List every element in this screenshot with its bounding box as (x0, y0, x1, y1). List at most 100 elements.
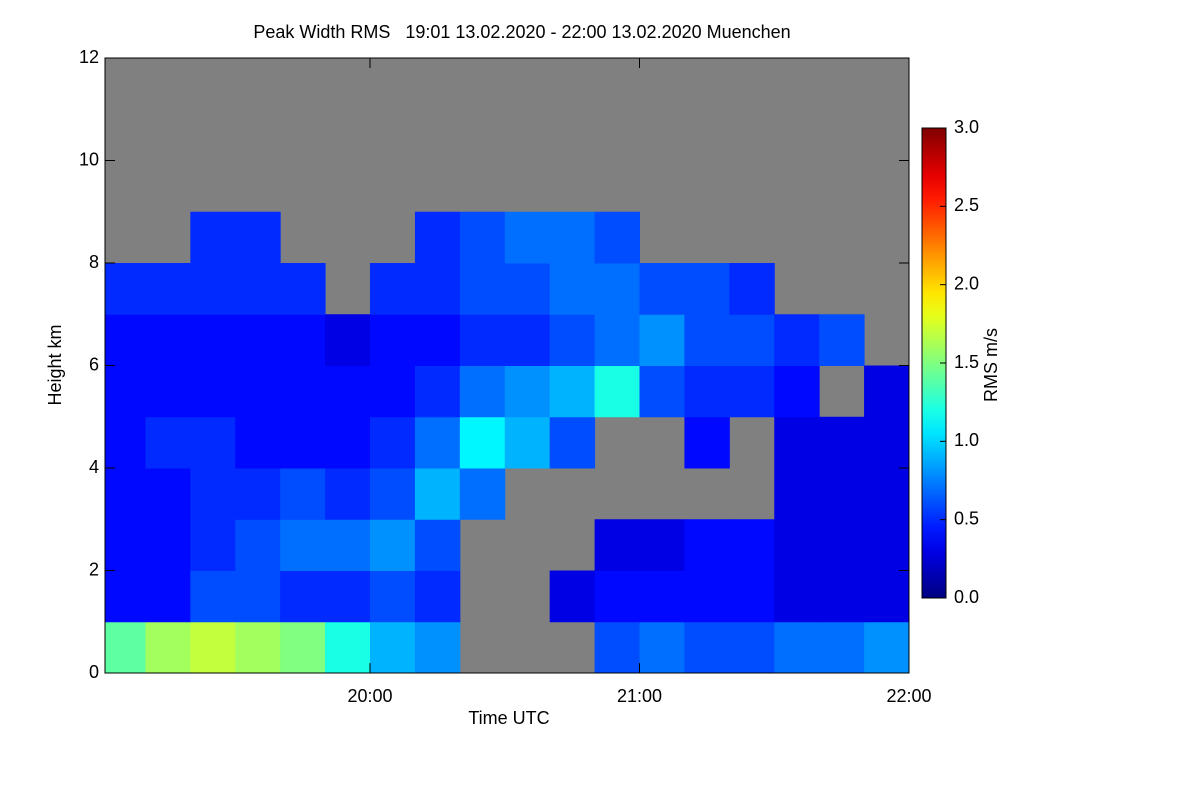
heat-cell (774, 314, 820, 366)
heat-cell (414, 211, 461, 264)
heat-cell (145, 416, 191, 469)
colorbar-tick-label: 0.0 (954, 587, 979, 607)
heat-cell (594, 365, 641, 418)
heat-cell (190, 365, 236, 418)
heat-cell (774, 468, 820, 520)
heat-cell (549, 263, 596, 315)
heat-cell (504, 263, 551, 315)
heat-cell (325, 314, 371, 366)
heat-cell (280, 468, 326, 520)
heat-cell (370, 416, 416, 469)
heat-cell (774, 365, 820, 418)
colorbar-tick-label: 1.5 (954, 352, 979, 372)
heat-cell (594, 621, 641, 674)
heat-cell (280, 365, 326, 418)
heat-cell (370, 468, 416, 520)
heat-cell (729, 570, 775, 623)
heat-cell (819, 314, 865, 366)
heat-cell (549, 416, 596, 469)
heat-cell (280, 519, 326, 571)
heat-cell (594, 211, 641, 264)
heat-cell (729, 519, 775, 571)
heat-cell (370, 365, 416, 418)
heat-cell (729, 314, 775, 366)
heat-cell (774, 416, 820, 469)
y-tick-label: 12 (79, 47, 99, 67)
heat-cell (190, 263, 236, 315)
colorbar-tick-label: 1.0 (954, 430, 979, 450)
x-tick-label: 22:00 (886, 686, 931, 706)
heat-cell (819, 570, 865, 623)
heat-cell (190, 468, 236, 520)
heat-cell (684, 263, 730, 315)
heat-cell (864, 468, 910, 520)
heat-cell (325, 416, 371, 469)
heat-cell (819, 468, 865, 520)
heat-cell (414, 416, 461, 469)
colorbar-tick-label: 2.0 (954, 273, 979, 293)
heat-cell (864, 570, 910, 623)
heat-cell (729, 621, 775, 674)
heat-cell (370, 519, 416, 571)
chart-title: Peak Width RMS 19:01 13.02.2020 - 22:00 … (253, 22, 790, 42)
heat-cell (864, 416, 910, 469)
heat-cell (105, 519, 146, 571)
x-axis-label: Time UTC (468, 708, 549, 728)
heat-cell (549, 570, 596, 623)
heat-cell (459, 416, 506, 469)
heat-cell (729, 365, 775, 418)
x-tick-label: 20:00 (347, 686, 392, 706)
heat-cell (459, 468, 506, 520)
heat-cell (504, 416, 551, 469)
heat-cell (774, 570, 820, 623)
heat-cell (280, 263, 326, 315)
heat-cell (235, 314, 281, 366)
colorbar-tick-label: 3.0 (954, 117, 979, 137)
heat-cell (325, 365, 371, 418)
y-tick-label: 4 (89, 457, 99, 477)
heat-cell (190, 314, 236, 366)
heat-cell (729, 263, 775, 315)
heat-cell (684, 314, 730, 366)
heat-cell (819, 621, 865, 674)
heat-cell (235, 621, 281, 674)
heat-cell (190, 211, 236, 264)
heat-cell (105, 468, 146, 520)
heat-cell (594, 519, 641, 571)
heat-cell (639, 621, 685, 674)
heat-cell (280, 570, 326, 623)
heat-cell (325, 519, 371, 571)
colorbar-label: RMS m/s (981, 328, 1001, 402)
heat-cell (504, 365, 551, 418)
heat-cell (105, 365, 146, 418)
heat-cell (370, 263, 416, 315)
heat-cell (105, 621, 146, 674)
heat-cell (235, 570, 281, 623)
colorbar-tick-label: 0.5 (954, 508, 979, 528)
heat-cell (684, 416, 730, 469)
heat-cell (235, 263, 281, 315)
heat-cell (190, 621, 236, 674)
heat-cell (105, 570, 146, 623)
heat-cell (549, 314, 596, 366)
y-tick-label: 2 (89, 559, 99, 579)
heat-cell (459, 211, 506, 264)
heat-cell (280, 416, 326, 469)
heat-cell (594, 314, 641, 366)
heat-cell (774, 621, 820, 674)
heat-cell (684, 519, 730, 571)
heat-cell (235, 468, 281, 520)
heat-cell (105, 263, 146, 315)
heat-cell (370, 314, 416, 366)
heat-cell (549, 365, 596, 418)
heat-cell (145, 621, 191, 674)
heat-cell (414, 468, 461, 520)
heat-cell (145, 365, 191, 418)
heat-cell (145, 570, 191, 623)
y-tick-label: 10 (79, 149, 99, 169)
heat-cell (370, 570, 416, 623)
heat-cell (639, 263, 685, 315)
heat-cell (414, 263, 461, 315)
